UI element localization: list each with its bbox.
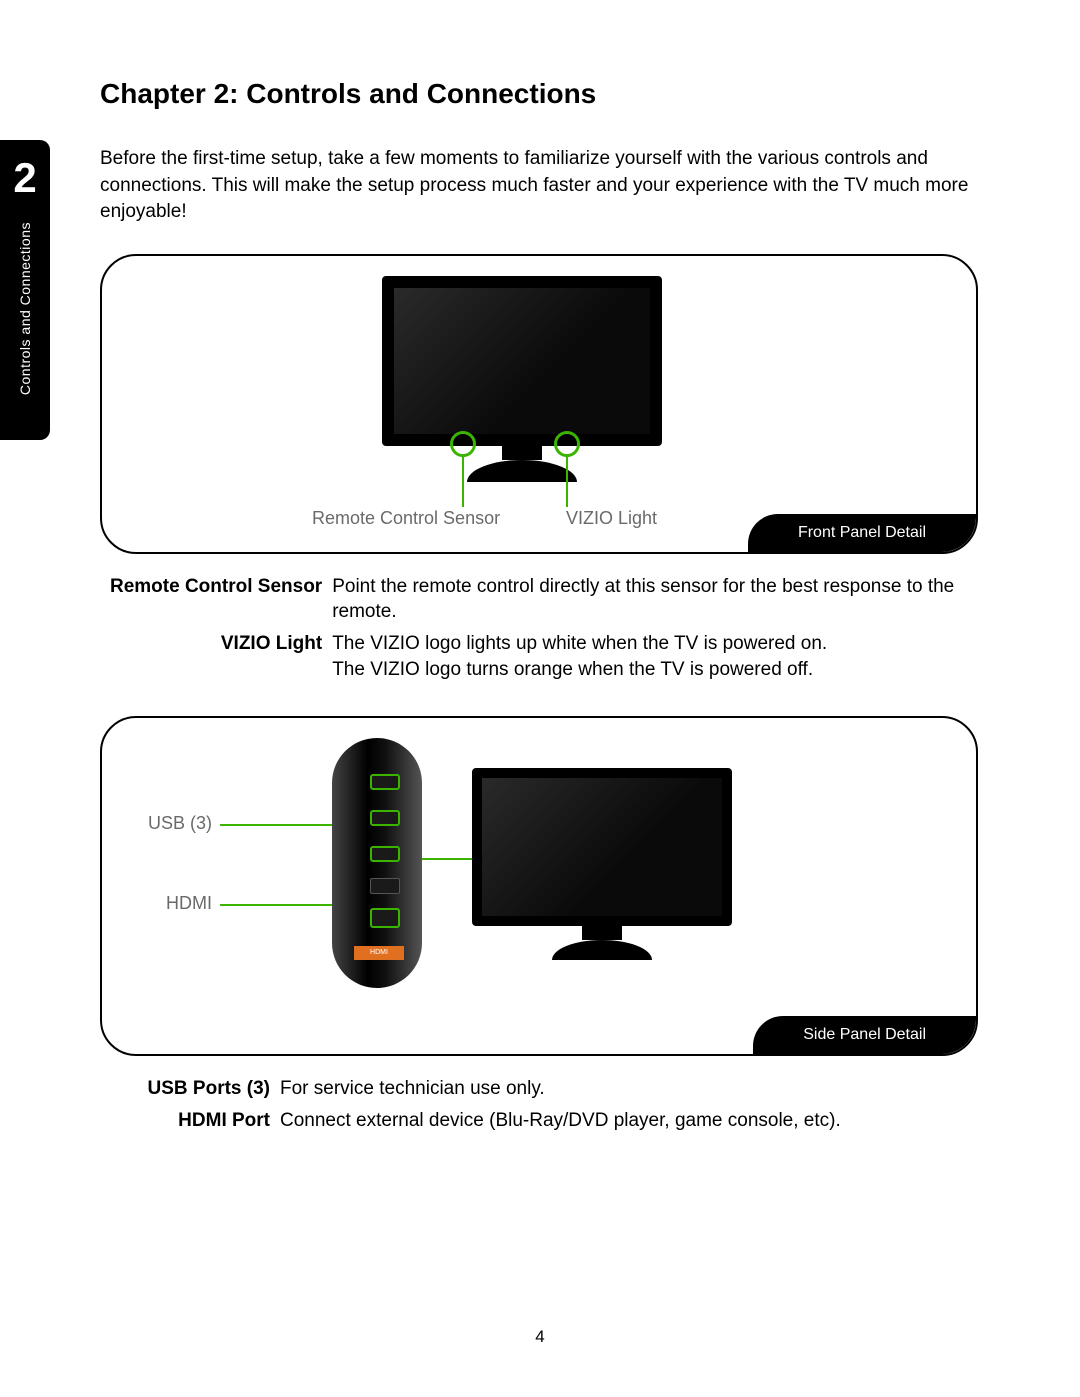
callout-line [566, 457, 568, 507]
usb-port-icon [370, 810, 400, 826]
chapter-tab-label: Controls and Connections [17, 222, 33, 395]
tv-front-illustration [382, 276, 662, 484]
front-panel-figure: Remote Control Sensor VIZIO Light Front … [100, 254, 978, 554]
chapter-tab-number: 2 [13, 154, 36, 202]
side-ports-illustration: HDMI [332, 738, 422, 988]
desc-row: Remote Control Sensor Point the remote c… [110, 574, 980, 631]
remote-sensor-label: Remote Control Sensor [312, 508, 500, 529]
tv-side-illustration [472, 768, 732, 962]
desc-label: Remote Control Sensor [110, 574, 332, 631]
desc-row: USB Ports (3) For service technician use… [110, 1076, 980, 1108]
desc-text: The VIZIO logo lights up white when the … [332, 631, 980, 688]
remote-sensor-circle [450, 431, 476, 457]
intro-paragraph: Before the first-time setup, take a few … [100, 146, 980, 226]
front-panel-descriptions: Remote Control Sensor Point the remote c… [110, 574, 980, 689]
side-port [370, 878, 400, 894]
desc-label: HDMI Port [110, 1108, 280, 1140]
desc-label: VIZIO Light [110, 631, 332, 688]
callout-line [462, 457, 464, 507]
chapter-tab: 2 Controls and Connections [0, 140, 50, 440]
desc-text: Point the remote control directly at thi… [332, 574, 980, 631]
page-number: 4 [0, 1327, 1080, 1347]
front-panel-tag: Front Panel Detail [748, 514, 976, 552]
side-panel-tag: Side Panel Detail [753, 1016, 976, 1054]
desc-text: Connect external device (Blu-Ray/DVD pla… [280, 1108, 980, 1140]
desc-row: HDMI Port Connect external device (Blu-R… [110, 1108, 980, 1140]
hdmi-port-icon [370, 908, 400, 928]
chapter-title: Chapter 2: Controls and Connections [100, 78, 980, 110]
usb-port-icon [370, 846, 400, 862]
vizio-light-label: VIZIO Light [566, 508, 657, 529]
desc-text: For service technician use only. [280, 1076, 980, 1108]
desc-row: VIZIO Light The VIZIO logo lights up whi… [110, 631, 980, 688]
vizio-light-circle [554, 431, 580, 457]
usb-port-icon [370, 774, 400, 790]
side-panel-descriptions: USB Ports (3) For service technician use… [110, 1076, 980, 1139]
hdmi-label: HDMI [142, 893, 212, 914]
hdmi-badge: HDMI [354, 946, 404, 960]
desc-label: USB Ports (3) [110, 1076, 280, 1108]
usb-label: USB (3) [142, 813, 212, 834]
side-panel-figure: USB (3) HDMI HDMI Side Panel Detail [100, 716, 978, 1056]
